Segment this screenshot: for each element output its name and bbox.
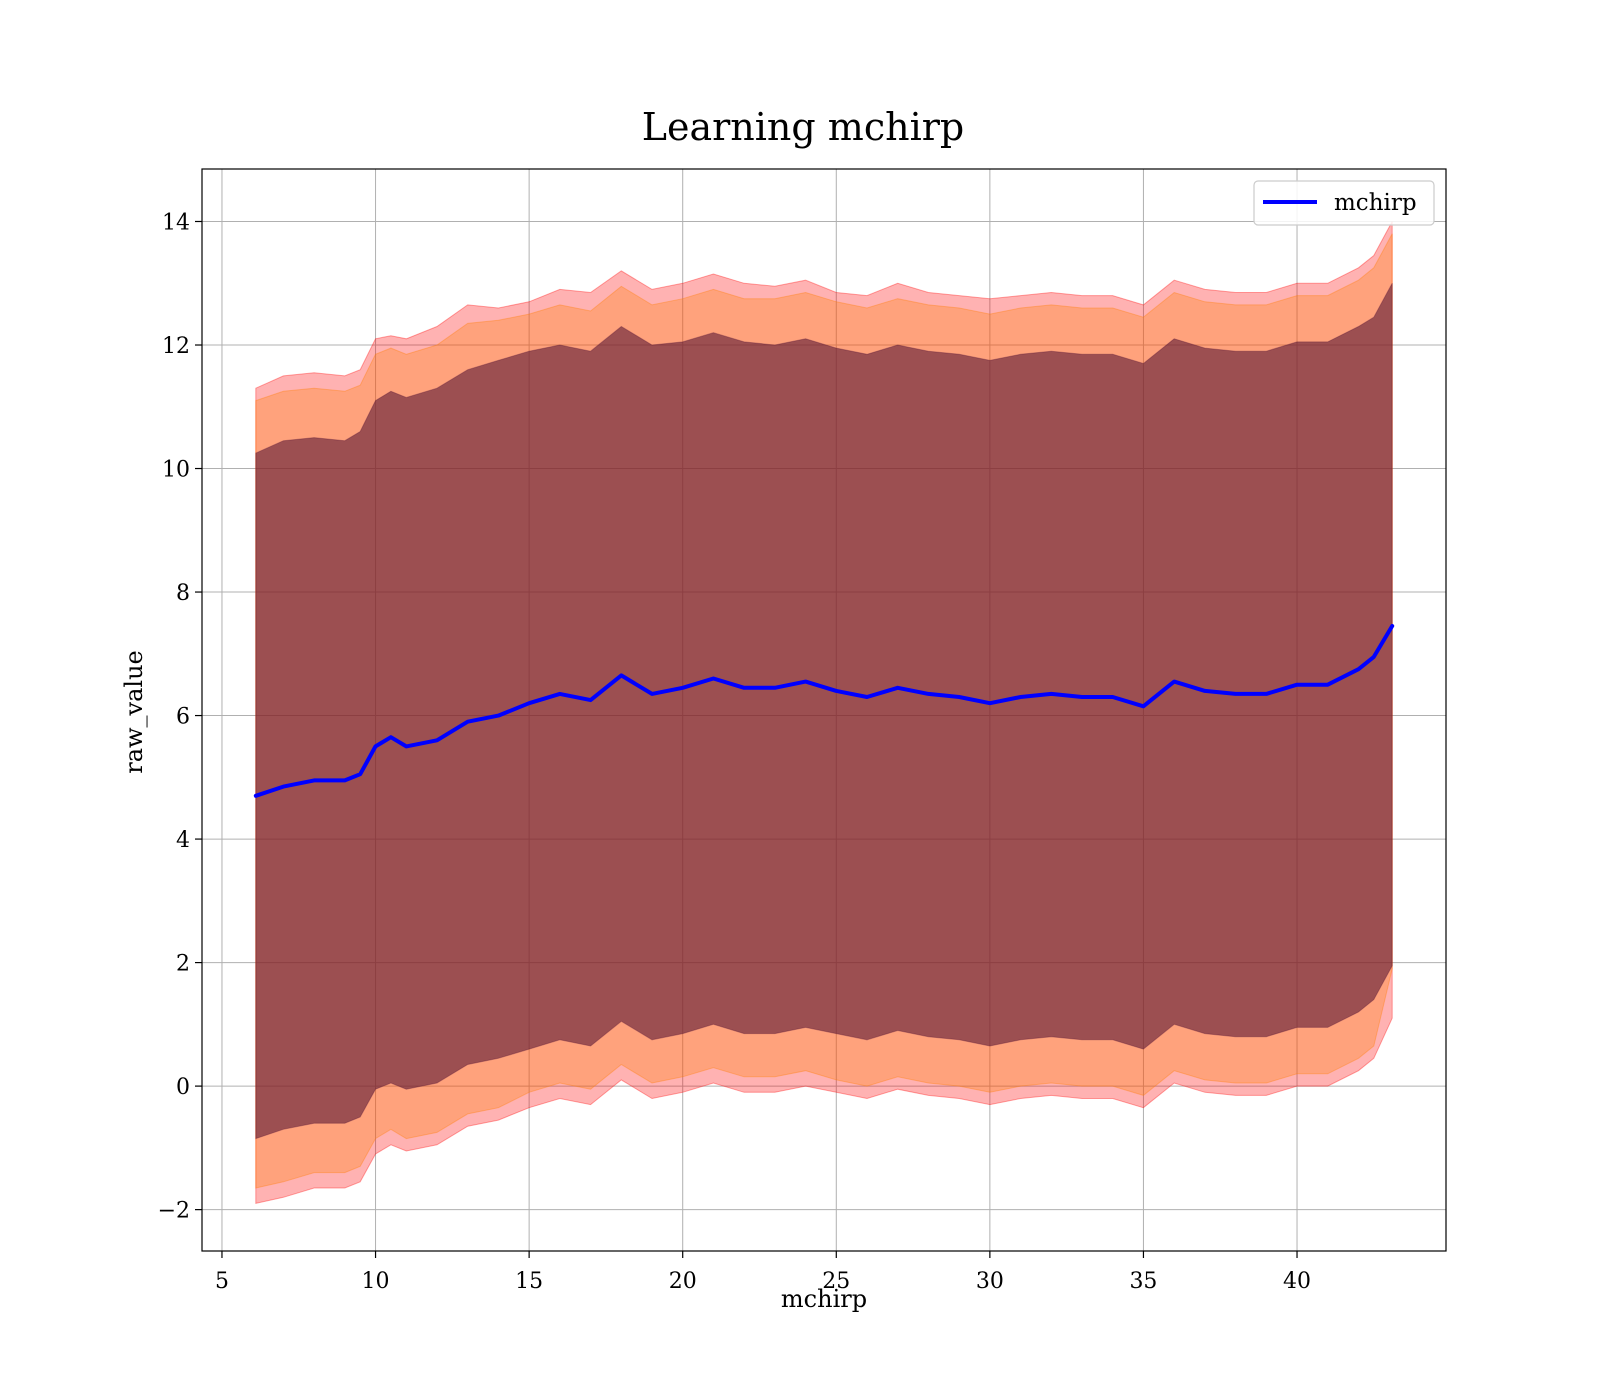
x-tick-label-4: 25 [822,1269,850,1294]
legend-label-mchirp: mchirp [1334,190,1417,216]
chart-title: Learning mchirp [642,105,964,149]
y-axis-label: raw_value [120,650,148,774]
y-tick-label-1: 0 [176,1075,190,1100]
x-tick-label-7: 40 [1283,1269,1311,1294]
y-tick-label-4: 6 [176,705,190,730]
y-axis-ticks: −2 0 2 4 6 8 10 12 14 [158,210,202,1224]
band-1-sigma [255,283,1393,1140]
confidence-bands [255,221,1393,1205]
y-tick-label-3: 4 [176,828,190,853]
x-tick-label-3: 20 [669,1269,697,1294]
legend: mchirp [1253,180,1435,226]
x-tick-label-6: 35 [1129,1269,1157,1294]
y-tick-label-2: 2 [176,952,190,977]
x-tick-label-1: 10 [362,1269,390,1294]
y-tick-label-6: 10 [162,458,190,483]
y-tick-label-0: −2 [158,1199,190,1224]
y-tick-label-8: 14 [162,210,190,235]
y-tick-label-7: 12 [162,334,190,359]
x-axis-label: mchirp [781,1285,867,1313]
x-tick-label-5: 30 [976,1269,1004,1294]
series-lines [253,624,1395,798]
series-line-mchirp [253,624,1395,798]
y-tick-label-5: 8 [176,581,190,606]
x-tick-label-2: 15 [515,1269,543,1294]
legend-box [1253,180,1435,226]
x-tick-label-0: 5 [215,1269,229,1294]
plot-frame [201,168,1447,1252]
x-axis-ticks: 5 10 15 20 25 30 35 40 [215,1251,1311,1294]
